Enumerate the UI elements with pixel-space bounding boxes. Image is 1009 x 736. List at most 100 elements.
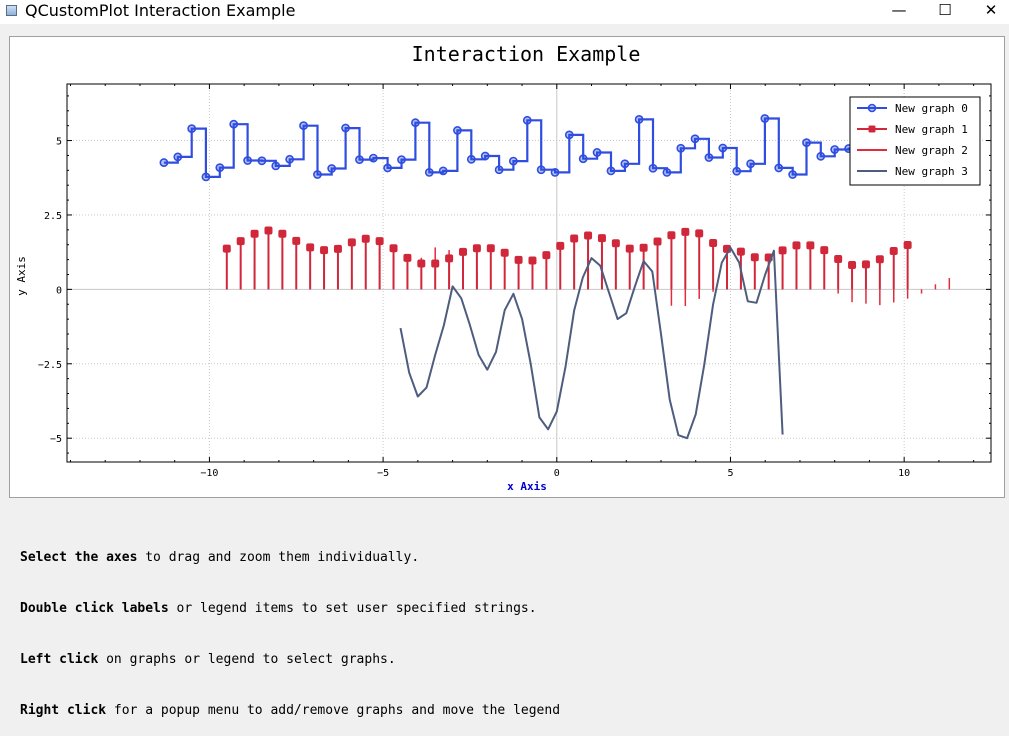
graph1-marker [389, 244, 398, 253]
graph0-marker [383, 163, 393, 173]
graph0-marker [173, 152, 183, 162]
graph1-marker [472, 244, 481, 253]
graph0-marker [201, 172, 211, 182]
graph0-marker [788, 170, 798, 179]
graph0-marker [271, 161, 281, 171]
graph1-marker [333, 244, 342, 253]
x-tick-label: −10 [200, 468, 218, 479]
graph1-marker [778, 246, 787, 255]
y-tick-label: −2.5 [38, 360, 62, 371]
graph0-marker [536, 165, 546, 175]
graph1-marker [820, 246, 829, 255]
minimize-button[interactable]: — [891, 1, 907, 19]
graph1-marker [486, 244, 495, 253]
graph1-marker [750, 253, 759, 262]
legend-item-label: New graph 0 [895, 102, 968, 115]
y-tick-label: −5 [50, 434, 62, 445]
graph1-marker [236, 237, 245, 246]
y-tick-label: 5 [56, 137, 62, 148]
graph0-marker [299, 121, 308, 131]
graph0-marker [578, 154, 588, 164]
graph0-marker [285, 154, 295, 164]
grid-layer [67, 84, 991, 462]
instruction-line: Right click for a popup menu to add/remo… [20, 703, 561, 718]
x-tick-label: −5 [377, 468, 389, 479]
legend[interactable]: New graph 0 New graph 1 New graph 2 New gra… [849, 96, 981, 186]
plot-widget[interactable]: Interaction Example x Axis y Axis −10 −5 0… [9, 36, 1005, 498]
graph0-step-line [163, 117, 906, 178]
graph1-marker [861, 260, 870, 269]
graph1-marker [292, 236, 301, 245]
graph0-marker [746, 159, 756, 169]
graph0-marker [215, 163, 225, 173]
graph1-marker [570, 234, 579, 243]
series-layer[interactable] [159, 114, 951, 440]
legend-marker [868, 125, 876, 133]
graph0-marker [634, 115, 644, 124]
maximize-button[interactable]: ☐ [938, 1, 952, 19]
graph1-marker [903, 241, 912, 250]
graph0-marker [592, 148, 602, 157]
graph1-marker [347, 238, 356, 247]
instruction-line: Left click on graphs or legend to select… [20, 652, 396, 667]
graph0-marker [397, 155, 406, 164]
x-tick-label: 10 [898, 468, 910, 479]
y-axis-label[interactable]: y Axis [15, 256, 28, 296]
graph3-line [399, 246, 784, 440]
graph1-marker [597, 234, 606, 243]
graph0-marker [453, 126, 462, 135]
x-tick-label: 0 [554, 468, 560, 479]
graph1-marker [875, 255, 884, 264]
graph0-marker [816, 151, 826, 161]
graph1-marker [639, 243, 648, 252]
graph1-marker [709, 238, 718, 247]
graph1-marker [848, 260, 857, 269]
graph1-marker [264, 226, 273, 235]
graph0-marker [229, 119, 239, 129]
legend-marker [867, 103, 877, 113]
plot-canvas[interactable]: Interaction Example x Axis y Axis −10 −5 0… [10, 37, 1004, 497]
graph0-marker [550, 167, 560, 177]
y-tick-label: 2.5 [44, 211, 62, 222]
graph1-marker [459, 247, 467, 256]
graph0-marker [187, 124, 197, 134]
graph0-marker [606, 166, 616, 176]
graph0-marker [424, 167, 434, 177]
axis-layer[interactable]: −10 −5 0 5 10 −5 −2.5 0 2.5 5 [38, 83, 992, 479]
graph1-marker [542, 251, 551, 260]
instruction-line: Select the axes to drag and zoom them in… [20, 550, 420, 565]
graph0-marker [830, 145, 840, 154]
graph0-marker [662, 167, 672, 177]
graph0-marker [802, 138, 811, 148]
graph0-marker [760, 114, 770, 123]
graph0-marker [438, 166, 448, 176]
axis-frame [66, 83, 992, 463]
graph1-marker [306, 243, 315, 252]
graph1-marker [584, 231, 593, 240]
graph0-marker [648, 163, 658, 173]
graph0-marker [620, 159, 630, 169]
x-tick-label: 5 [727, 468, 733, 479]
graph0-marker [341, 123, 350, 133]
graph0-marker [313, 170, 322, 179]
graph1-marker [445, 254, 454, 263]
graph1-marker [528, 256, 537, 265]
graph1-marker [403, 253, 412, 262]
graph1-marker [889, 246, 898, 255]
graph1-marker [417, 259, 426, 268]
legend-item-label: New graph 3 [895, 165, 968, 178]
graph1-marker [653, 237, 662, 246]
graph0-marker [522, 115, 532, 125]
graph1-marker [806, 241, 815, 250]
graph0-marker [327, 164, 337, 173]
x-axis-label[interactable]: x Axis [507, 480, 547, 493]
close-button[interactable]: ✕ [984, 1, 998, 19]
graph0-marker [676, 143, 686, 153]
graph0-marker [466, 154, 476, 164]
graph0-marker [368, 153, 378, 163]
graph1-marker [514, 255, 523, 264]
graph1-marker [611, 239, 620, 248]
graph0-marker [774, 163, 784, 173]
chart-title[interactable]: Interaction Example [412, 42, 641, 66]
graph1-marker [556, 241, 565, 250]
